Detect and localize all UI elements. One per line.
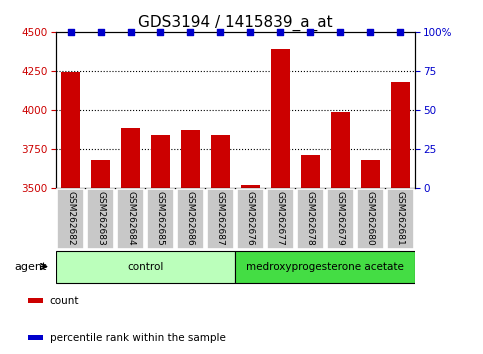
Point (277, 29, 284, 35)
FancyBboxPatch shape (327, 189, 354, 249)
Text: GSM262682: GSM262682 (66, 191, 75, 245)
Text: agent: agent (14, 262, 46, 272)
Text: GSM262683: GSM262683 (96, 191, 105, 245)
Point (337, 29, 344, 35)
FancyBboxPatch shape (177, 189, 204, 249)
Text: GSM262677: GSM262677 (276, 191, 285, 245)
Point (186, 29, 194, 35)
Point (397, 29, 404, 35)
FancyBboxPatch shape (87, 189, 114, 249)
Text: GSM262681: GSM262681 (396, 191, 405, 245)
Bar (331, 112, 350, 188)
Text: GSM262678: GSM262678 (306, 191, 315, 245)
FancyBboxPatch shape (267, 189, 294, 249)
FancyBboxPatch shape (207, 189, 234, 249)
Point (67, 29, 74, 35)
Bar (211, 135, 230, 188)
Bar (61, 72, 80, 188)
Point (97, 29, 104, 35)
Text: control: control (128, 262, 164, 272)
Point (156, 29, 164, 35)
Text: medroxyprogesterone acetate: medroxyprogesterone acetate (246, 262, 404, 272)
Point (307, 29, 314, 35)
Bar (241, 185, 260, 188)
Bar (151, 135, 170, 188)
Text: GSM262676: GSM262676 (246, 191, 255, 245)
FancyBboxPatch shape (147, 189, 174, 249)
Title: GDS3194 / 1415839_a_at: GDS3194 / 1415839_a_at (138, 14, 333, 30)
FancyBboxPatch shape (387, 189, 414, 249)
Point (367, 29, 374, 35)
Text: count: count (50, 296, 79, 306)
FancyBboxPatch shape (56, 251, 236, 283)
Bar (121, 129, 140, 188)
Bar (361, 160, 380, 188)
Text: GSM262686: GSM262686 (186, 191, 195, 245)
Point (216, 29, 224, 35)
Text: GSM262685: GSM262685 (156, 191, 165, 245)
Text: percentile rank within the sample: percentile rank within the sample (50, 333, 226, 343)
FancyBboxPatch shape (297, 189, 324, 249)
Bar (391, 82, 410, 188)
Text: GSM262679: GSM262679 (336, 191, 345, 245)
Point (247, 29, 255, 35)
FancyBboxPatch shape (57, 189, 84, 249)
Text: GSM262687: GSM262687 (216, 191, 225, 245)
FancyBboxPatch shape (117, 189, 144, 249)
Bar (28, 335, 43, 340)
FancyBboxPatch shape (357, 189, 384, 249)
Bar (181, 130, 200, 188)
FancyBboxPatch shape (237, 189, 264, 249)
Text: GSM262680: GSM262680 (366, 191, 375, 245)
Point (127, 29, 134, 35)
Bar (270, 49, 290, 188)
Bar (28, 298, 43, 303)
FancyBboxPatch shape (236, 251, 415, 283)
Bar (301, 155, 320, 188)
Bar (91, 160, 110, 188)
Text: GSM262684: GSM262684 (126, 191, 135, 245)
